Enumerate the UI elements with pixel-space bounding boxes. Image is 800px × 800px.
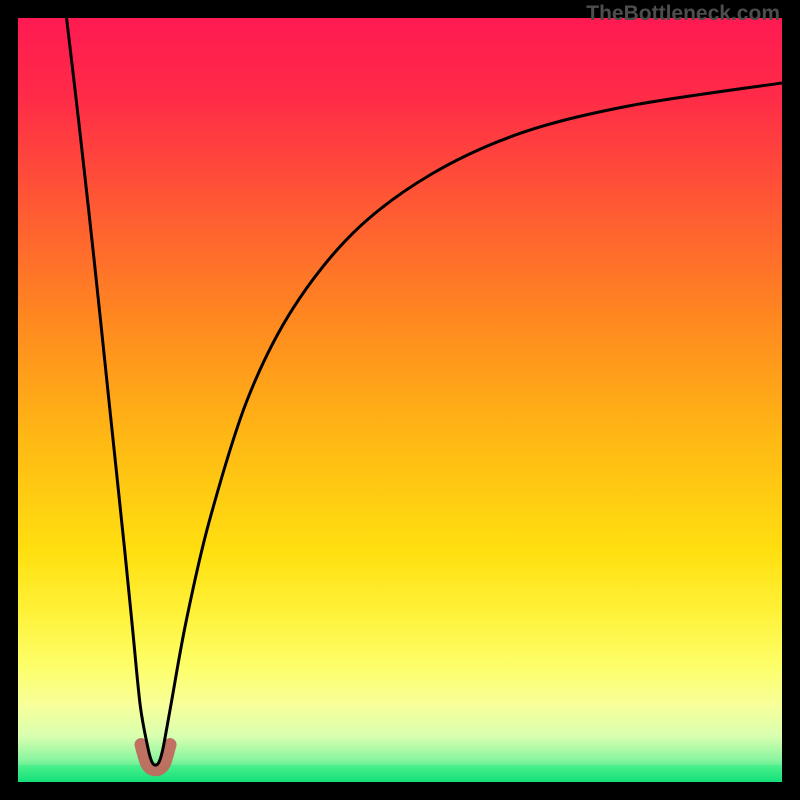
plot-area [18, 18, 782, 782]
v-curve [64, 0, 782, 765]
chart-container: { "image_size": { "width": 800, "height"… [0, 0, 800, 800]
border-left [0, 0, 18, 800]
curve-layer [18, 18, 782, 782]
border-right [782, 0, 800, 800]
watermark: TheBottleneck.com [586, 2, 780, 26]
border-bottom [0, 782, 800, 800]
